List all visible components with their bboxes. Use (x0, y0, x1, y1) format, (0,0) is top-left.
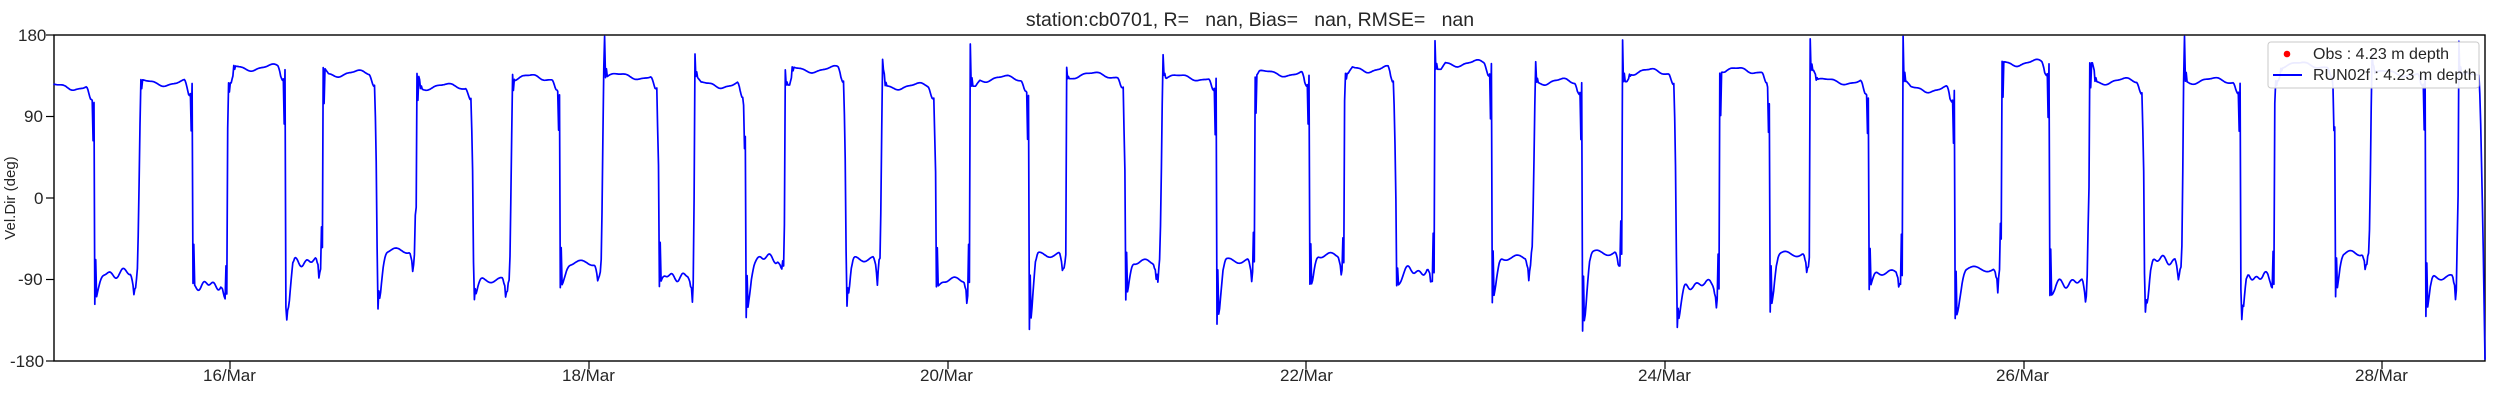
svg-text:Obs : 4.23 m depth: Obs : 4.23 m depth (2313, 46, 2449, 63)
svg-text:RUN02f : 4.23 m depth: RUN02f : 4.23 m depth (2313, 67, 2477, 84)
